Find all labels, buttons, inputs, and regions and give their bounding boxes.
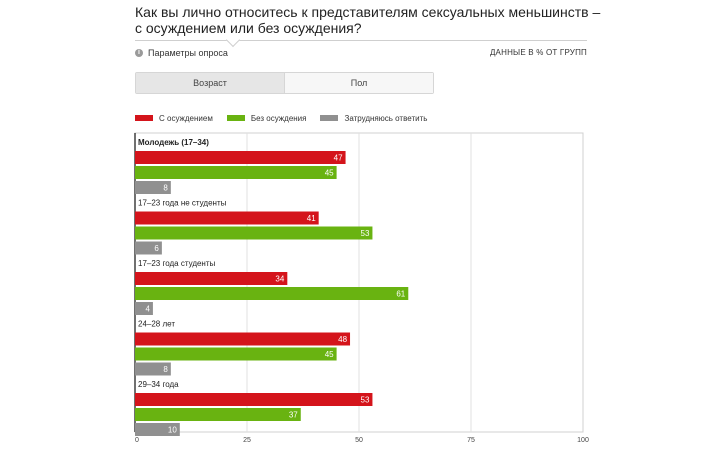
bar xyxy=(135,408,301,421)
legend-label: Затрудняюсь ответить xyxy=(344,113,428,123)
bar-value-label: 61 xyxy=(396,290,405,299)
chart-title: Как вы лично относитесь к представителям… xyxy=(135,4,601,36)
bar xyxy=(135,302,153,315)
bar-value-label: 53 xyxy=(361,229,370,238)
title-divider xyxy=(135,40,587,41)
x-tick-label: 100 xyxy=(577,437,589,444)
x-tick-label: 50 xyxy=(355,437,363,444)
bar xyxy=(135,393,373,406)
legend-swatch-red xyxy=(135,115,153,121)
legend-label: С осуждением xyxy=(159,113,213,123)
legend-swatch-green xyxy=(226,115,245,121)
bar-value-label: 4 xyxy=(145,305,150,314)
bar xyxy=(135,151,346,164)
group-tabs: Возраст Пол xyxy=(135,72,434,94)
bar-value-label: 48 xyxy=(338,335,347,344)
bar-value-label: 47 xyxy=(334,154,343,163)
bar xyxy=(135,226,373,240)
bar-value-label: 53 xyxy=(361,396,370,405)
bar-value-label: 8 xyxy=(163,184,168,193)
bar-value-label: 45 xyxy=(325,350,334,359)
bar xyxy=(135,362,171,376)
bar-value-label: 6 xyxy=(154,244,159,253)
bar xyxy=(135,423,180,436)
survey-params-label: Параметры опроса xyxy=(148,48,228,58)
bar-value-label: 10 xyxy=(168,426,177,435)
category-label: 17–23 года студенты xyxy=(138,259,216,268)
legend-item-with-condemnation: С осуждением xyxy=(135,114,213,123)
bar xyxy=(135,332,351,346)
category-label: 17–23 года не студенты xyxy=(138,199,227,208)
legend-item-without-condemnation: Без осуждения xyxy=(226,113,307,123)
bar xyxy=(135,211,319,225)
bar-value-label: 41 xyxy=(307,214,316,223)
units-note: ДАННЫЕ В % ОТ ГРУПП xyxy=(489,48,587,57)
legend-label: Без осуждения xyxy=(250,113,307,123)
legend: С осуждением Без осуждения Затрудняюсь о… xyxy=(135,113,441,123)
bar xyxy=(135,272,288,285)
category-label: 24–28 лет xyxy=(138,320,175,329)
bar-value-label: 8 xyxy=(163,365,168,374)
legend-swatch-gray xyxy=(320,115,339,121)
survey-params-link[interactable]: i Параметры опроса xyxy=(135,47,228,59)
bar xyxy=(135,181,171,194)
x-tick-label: 75 xyxy=(467,437,475,444)
bar xyxy=(135,287,409,300)
bar xyxy=(135,241,162,255)
bar xyxy=(135,347,337,361)
bar xyxy=(135,166,337,179)
tab-age[interactable]: Возраст xyxy=(136,73,285,93)
x-tick-label: 0 xyxy=(135,437,139,444)
x-tick-label: 25 xyxy=(243,437,251,444)
info-icon: i xyxy=(135,49,143,57)
legend-item-undecided: Затрудняюсь ответить xyxy=(320,114,427,123)
bar-value-label: 34 xyxy=(275,275,284,284)
category-label: 29–34 года xyxy=(138,380,179,389)
bar-value-label: 45 xyxy=(325,169,334,178)
tab-gender[interactable]: Пол xyxy=(285,73,433,93)
bar-value-label: 37 xyxy=(289,411,298,420)
category-label: Молодежь (17–34) xyxy=(138,138,209,147)
